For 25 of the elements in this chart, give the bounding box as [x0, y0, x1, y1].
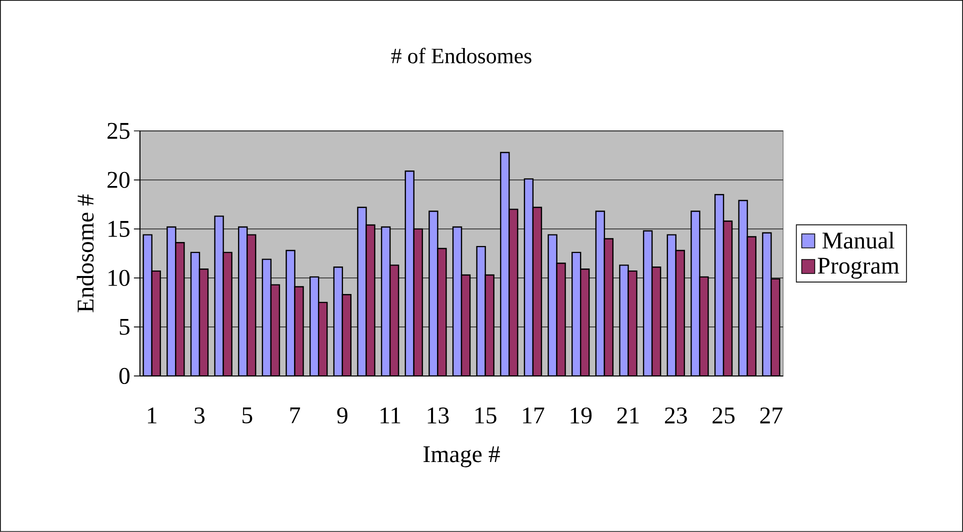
y-tick-label: 5: [120, 319, 130, 335]
legend-label: Manual: [822, 232, 894, 249]
x-tick-label: 13: [428, 408, 449, 424]
x-tick-label: 11: [380, 408, 400, 424]
x-tick-label: 5: [242, 408, 252, 424]
legend-label: Program: [818, 258, 900, 279]
x-tick-label: 21: [617, 408, 639, 424]
x-tick-label: 25: [712, 408, 735, 424]
y-tick-label: 25: [108, 122, 130, 139]
x-tick-label: 9: [337, 408, 348, 424]
x-tick-label: 1: [148, 408, 156, 424]
x-tick-label: 15: [475, 408, 496, 424]
y-tick-label: 10: [108, 270, 130, 286]
x-tick-label: 27: [760, 408, 782, 424]
x-axis-title: Image #: [424, 446, 500, 468]
x-tick-label: 17: [523, 408, 544, 424]
chart-title: # of Endosomes: [391, 48, 532, 64]
y-tick-label: 0: [119, 368, 130, 384]
y-axis-title: Endosome #: [76, 194, 94, 312]
y-tick-label: 20: [108, 172, 130, 188]
x-tick-label: 7: [290, 408, 300, 424]
x-tick-label: 23: [664, 408, 687, 424]
y-tick-label: 15: [108, 220, 130, 237]
x-tick-label: 19: [570, 408, 592, 424]
x-tick-label: 3: [194, 408, 205, 424]
